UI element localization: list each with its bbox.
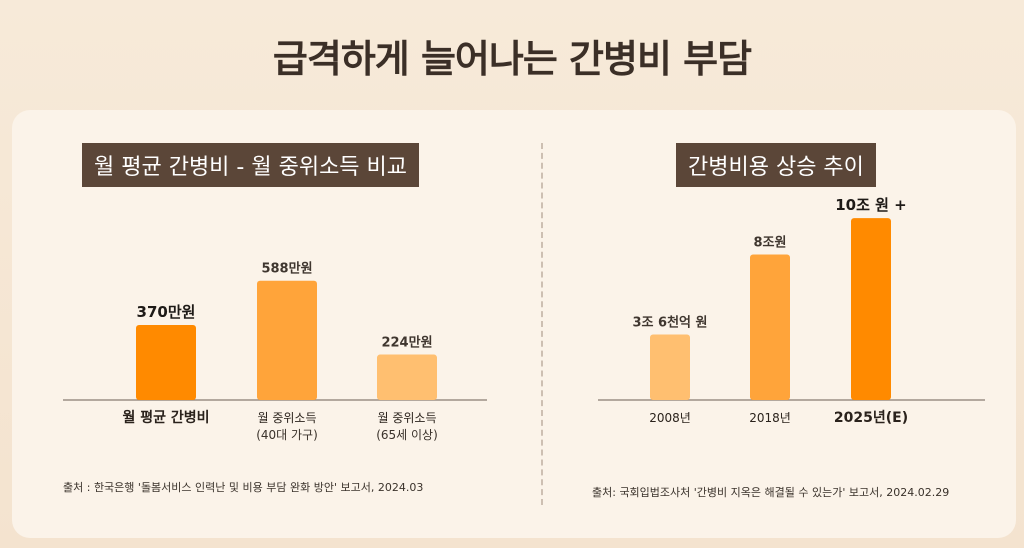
chart-2-bar: [851, 218, 891, 400]
chart-1-bar: [136, 324, 196, 400]
chart-1-category-sublabel: (65세 이상): [376, 428, 438, 442]
chart-2-bar: [650, 334, 690, 400]
chart-1-category-sublabel: (40대 가구): [256, 428, 318, 442]
chart-1-value-label: 224만원: [381, 335, 432, 351]
chart-1-category-label: 월 중위소득: [377, 411, 436, 425]
panel-divider: [541, 143, 543, 505]
chart-1-source: 출처 : 한국은행 '돌봄서비스 인력난 및 비용 부담 완화 방안' 보고서,…: [63, 481, 424, 494]
chart-1-bar: [257, 280, 317, 400]
chart-2-category-label: 2025년(E): [834, 410, 908, 426]
chart-2-bar: [750, 254, 790, 400]
chart-2-value-label: 10조 원 +: [835, 196, 907, 214]
chart-1-category-label: 월 평균 간병비: [122, 409, 209, 426]
chart-1-bar: [377, 354, 437, 400]
page-title: 급격하게 늘어나는 간병비 부담: [272, 37, 752, 81]
chart-2-category-label: 2008년: [649, 411, 691, 425]
chart-1-value-label: 588만원: [261, 261, 312, 277]
chart-2-value-label: 8조원: [754, 236, 787, 251]
chart-1-value-label: 370만원: [137, 303, 196, 321]
chart-2-plot: 3조 6천억 원 2008년 8조원 2018년 10조 원 + 2025년(E): [598, 196, 985, 426]
chart-2-value-label: 3조 6천억 원: [633, 316, 708, 331]
chart-2-category-label: 2018년: [749, 411, 791, 425]
chart-2-source: 출처: 국회입법조사처 '간병비 지옥은 해결될 수 있는가' 보고서, 202…: [592, 486, 950, 499]
chart-1-title: 월 평균 간병비 - 월 중위소득 비교: [82, 143, 420, 187]
chart-1-category-label: 월 중위소득: [257, 411, 316, 425]
chart-2-title: 간병비용 상승 추이: [676, 143, 876, 187]
